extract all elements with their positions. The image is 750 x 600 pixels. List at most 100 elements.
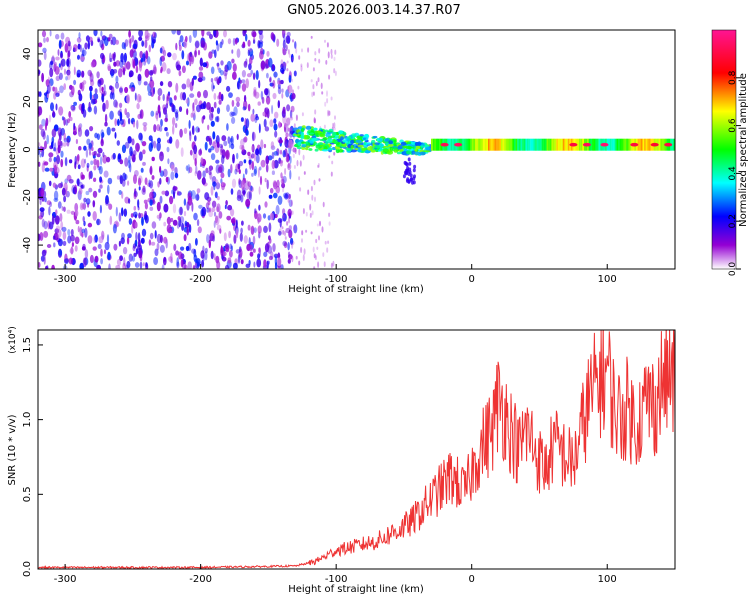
signal-band-mark <box>505 138 508 151</box>
noise-mark <box>58 63 62 68</box>
noise-fade-mark <box>291 255 294 263</box>
noise-mark <box>119 111 123 122</box>
noise-mark <box>175 111 179 119</box>
noise-mark <box>226 60 232 71</box>
noise-mark <box>288 130 293 138</box>
noise-mark <box>106 234 110 244</box>
noise-mark <box>150 138 154 149</box>
transition-mark <box>297 141 302 146</box>
noise-mark <box>281 88 284 93</box>
noise-mark <box>179 92 184 101</box>
noise-mark <box>135 231 138 242</box>
signal-band-mark <box>623 138 625 151</box>
transition-mark <box>365 142 369 145</box>
transition-mark <box>346 137 350 142</box>
noise-mark <box>204 247 208 254</box>
noise-mark <box>173 190 175 200</box>
noise-mark <box>135 248 139 255</box>
noise-mark <box>41 249 47 257</box>
transition-mark <box>357 144 364 148</box>
noise-mark <box>249 251 254 257</box>
transition-mark <box>296 146 302 150</box>
noise-mark <box>92 190 98 198</box>
noise-mark <box>235 96 241 103</box>
noise-fade-mark <box>292 89 294 95</box>
noise-fade-mark <box>282 47 285 52</box>
transition-mark <box>319 138 325 142</box>
noise-mark <box>175 250 180 256</box>
signal-band-mark <box>533 138 536 151</box>
noise-mark <box>48 221 54 230</box>
transition-mark <box>407 141 412 145</box>
transition-mark <box>346 147 353 152</box>
signal-band-mark <box>554 138 557 151</box>
noise-mark <box>208 239 211 249</box>
transition-mark <box>333 139 338 145</box>
transition-mark <box>354 148 359 151</box>
noise-mark <box>53 147 56 152</box>
noise-mark <box>122 262 127 269</box>
noise-mark <box>74 202 79 212</box>
noise-mark <box>278 121 281 129</box>
noise-mark <box>190 55 194 63</box>
noise-mark <box>140 167 144 173</box>
noise-mark <box>274 111 279 119</box>
noise-mark <box>132 150 137 157</box>
noise-mark <box>41 30 47 38</box>
noise-mark <box>114 132 117 139</box>
noise-mark <box>245 78 249 89</box>
transition-mark <box>393 142 397 147</box>
noise-mark <box>163 221 167 227</box>
noise-mark <box>129 146 133 157</box>
noise-mark <box>56 154 60 165</box>
noise-mark <box>266 260 269 269</box>
noise-mark <box>257 101 261 106</box>
signal-band-mark <box>512 138 515 151</box>
noise-mark <box>99 39 104 48</box>
noise-fade-mark <box>327 240 330 244</box>
noise-mark <box>55 75 60 82</box>
noise-mark <box>109 92 114 100</box>
noise-mark <box>98 188 101 193</box>
snr-y-axis: 0.0 0.5 1.0 1.5 <box>22 337 43 577</box>
noise-mark <box>104 113 108 124</box>
noise-mark <box>204 141 208 151</box>
noise-fade-mark <box>302 208 305 215</box>
noise-mark <box>187 164 191 174</box>
noise-mark <box>208 51 213 59</box>
signal-band-mark <box>590 138 593 151</box>
noise-mark <box>108 33 113 39</box>
snr-y-label: SNR (10 * v/v) <box>7 414 18 485</box>
noise-mark <box>38 42 43 48</box>
noise-mark <box>131 225 134 234</box>
noise-mark <box>121 144 127 154</box>
noise-fade-mark <box>315 238 318 244</box>
noise-fade-mark <box>293 225 296 231</box>
noise-mark <box>159 170 165 177</box>
noise-mark <box>282 240 288 247</box>
noise-mark <box>280 172 283 179</box>
transition-mark <box>425 146 430 151</box>
transition-mark <box>314 148 319 152</box>
noise-mark <box>219 164 225 174</box>
snr-frame <box>37 329 676 570</box>
noise-mark <box>270 32 275 40</box>
transition-mark <box>321 149 329 152</box>
noise-fade-mark <box>311 210 314 216</box>
noise-mark <box>176 64 182 71</box>
noise-mark <box>198 149 203 156</box>
noise-mark <box>43 51 47 61</box>
noise-fade-mark <box>298 55 301 60</box>
noise-mark <box>236 189 242 199</box>
noise-mark <box>192 30 198 38</box>
noise-fade-mark <box>334 49 337 55</box>
streak-mark <box>413 164 417 169</box>
signal-band-mark <box>499 138 502 151</box>
noise-mark <box>241 83 247 92</box>
noise-mark <box>243 60 247 67</box>
noise-mark <box>182 261 187 269</box>
noise-fade-mark <box>323 261 326 268</box>
noise-mark <box>77 127 83 137</box>
noise-mark <box>48 82 52 92</box>
noise-mark <box>268 222 272 233</box>
